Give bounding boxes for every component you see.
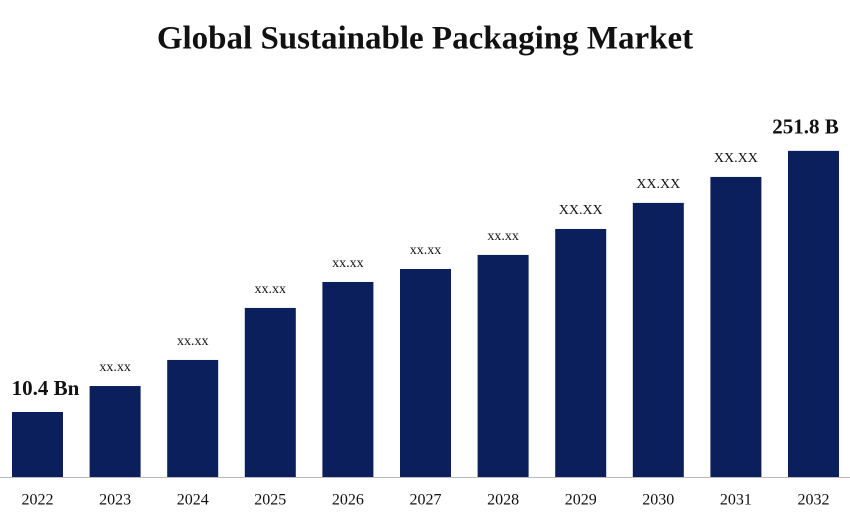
bar	[89, 386, 141, 477]
bar	[12, 411, 63, 477]
value-label: xx.xx	[255, 282, 287, 297]
bar	[322, 281, 374, 477]
value-label: XX.XX	[636, 177, 680, 192]
x-tick-label: 2024	[177, 492, 209, 509]
x-tick-label: 2027	[410, 492, 442, 509]
x-tick-label: 2032	[798, 492, 830, 509]
bar	[788, 150, 839, 477]
value-label: XX.XX	[714, 151, 758, 166]
x-tick-label: 2022	[22, 492, 54, 509]
bar	[244, 307, 296, 477]
value-label: 251.8 B	[772, 115, 839, 139]
chart-title: Global Sustainable Packaging Market	[157, 21, 693, 57]
x-tick-label: 2028	[487, 492, 519, 509]
x-tick-label: 2029	[565, 492, 597, 509]
x-tick-label: 2026	[332, 492, 364, 509]
value-label: xx.xx	[177, 334, 209, 349]
bar	[477, 254, 529, 477]
value-label: 10.4 Bn	[12, 376, 80, 400]
x-tick-label: 2023	[99, 492, 131, 509]
value-label: xx.xx	[99, 360, 131, 375]
x-tick-label: 2025	[254, 492, 286, 509]
x-tick-label: 2031	[720, 492, 752, 509]
value-label: XX.XX	[559, 203, 603, 218]
value-label: xx.xx	[487, 229, 519, 244]
bar	[632, 202, 684, 477]
bar	[167, 359, 219, 477]
bar	[710, 176, 762, 477]
x-tick-label: 2030	[642, 492, 674, 509]
value-label: xx.xx	[332, 256, 364, 271]
value-label: xx.xx	[410, 243, 442, 258]
bar	[555, 228, 607, 477]
bar	[400, 268, 451, 477]
